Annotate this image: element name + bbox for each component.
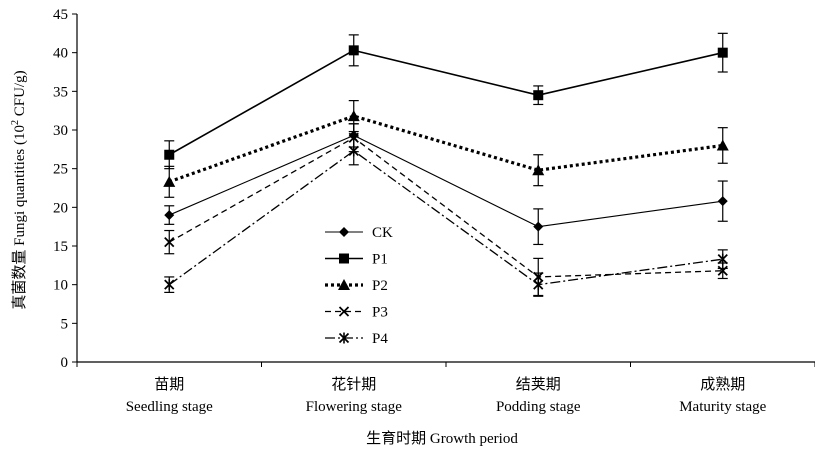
data-point-p4 <box>348 145 359 157</box>
series-line-p4 <box>168 150 723 286</box>
y-tick-label: 5 <box>61 316 69 332</box>
legend-marker-p3 <box>338 306 350 317</box>
y-axis-title-exponent: 2 <box>10 120 21 125</box>
x-category-label-en: Podding stage <box>496 399 581 415</box>
x-category-label-en: Maturity stage <box>679 399 766 415</box>
legend-item-p4: P4 <box>325 331 388 347</box>
marker-square-shape <box>164 149 175 160</box>
data-point-p2 <box>163 175 176 187</box>
marker-x-stroke <box>533 271 544 283</box>
y-tick-label: 20 <box>53 200 68 216</box>
data-point-p4 <box>164 279 175 291</box>
data-point-p4 <box>717 253 728 265</box>
x-category-label-en: Flowering stage <box>306 399 403 415</box>
data-point-p4 <box>533 279 544 291</box>
legend-label-p2: P2 <box>372 278 388 294</box>
marker-square-shape <box>533 90 544 101</box>
series-line-p2 <box>168 114 723 184</box>
data-point-p2 <box>716 139 729 151</box>
marker-x-stroke <box>338 306 350 317</box>
x-category-label-cn: 结荚期 <box>516 376 561 393</box>
legend-marker-p4 <box>338 332 350 344</box>
axes: 0 5 10 15 20 25 30 35 40 45 苗期 Seedling stage 花针期 Flo… <box>53 7 815 415</box>
marker-triangle-shape <box>347 110 360 122</box>
y-tick-label: 10 <box>53 278 68 294</box>
marker-diamond-shape <box>339 227 349 237</box>
marker-diamond-shape <box>164 210 175 221</box>
marker-triangle-shape <box>338 279 350 290</box>
y-tick-label: 30 <box>53 123 68 139</box>
marker-x-stroke <box>164 236 175 248</box>
x-category-label-cn: 成熟期 <box>700 376 745 393</box>
y-tick-label: 0 <box>61 355 69 371</box>
legend-label-p1: P1 <box>372 252 388 268</box>
data-point-p1 <box>348 45 359 56</box>
series-lines <box>163 45 729 291</box>
marker-square-shape <box>348 45 359 56</box>
data-point-p3 <box>533 271 544 283</box>
data-point-ck <box>348 130 359 141</box>
marker-x-stroke <box>717 265 728 276</box>
y-tick-label: 35 <box>53 84 68 100</box>
data-point-ck <box>533 221 544 232</box>
y-axis-title-main: 真菌数量 Fungi quantities (10 <box>10 125 28 310</box>
x-category-label-cn: 苗期 <box>154 376 184 393</box>
legend-marker-p2 <box>338 279 350 290</box>
y-tick-label: 45 <box>53 7 68 23</box>
marker-diamond-shape <box>533 221 544 232</box>
legend: CK P1 P2 P3 P4 <box>325 225 393 347</box>
y-axis-title: 真菌数量 Fungi quantities (102 CFU/g) <box>10 70 28 309</box>
y-axis-title-unit: CFU/g) <box>12 70 28 120</box>
marker-square-shape <box>717 47 728 58</box>
marker-x-stroke <box>348 132 359 143</box>
legend-item-p1: P1 <box>325 252 388 268</box>
marker-diamond-shape <box>348 130 359 141</box>
legend-label-ck: CK <box>372 225 393 241</box>
marker-square-shape <box>339 253 349 264</box>
legend-label-p4: P4 <box>372 331 388 347</box>
data-point-p2 <box>347 110 360 122</box>
legend-item-ck: CK <box>325 225 393 241</box>
marker-triangle-shape <box>716 139 729 151</box>
data-point-p1 <box>533 90 544 101</box>
legend-label-p3: P3 <box>372 305 388 321</box>
marker-diamond-shape <box>717 196 728 207</box>
series-line-ck <box>169 134 723 228</box>
data-point-ck <box>164 210 175 221</box>
data-point-p3 <box>348 132 359 143</box>
legend-marker-ck <box>339 227 349 237</box>
x-category-label-en: Seedling stage <box>126 399 213 415</box>
x-category-label-cn: 花针期 <box>331 376 376 393</box>
y-tick-label: 15 <box>53 239 68 255</box>
marker-triangle-shape <box>532 164 545 176</box>
data-point-p2 <box>532 164 545 176</box>
y-tick-label: 40 <box>53 46 68 62</box>
data-point-p3 <box>164 236 175 248</box>
data-point-p1 <box>164 149 175 160</box>
data-point-p3 <box>717 265 728 276</box>
data-point-ck <box>717 196 728 207</box>
data-point-p1 <box>717 47 728 58</box>
legend-item-p2: P2 <box>325 278 388 294</box>
legend-marker-p1 <box>339 253 349 264</box>
y-tick-label: 25 <box>53 162 68 178</box>
series-line-p1 <box>168 49 723 156</box>
marker-triangle-shape <box>163 175 176 187</box>
x-axis-title: 生育时期 Growth period <box>366 430 518 447</box>
legend-item-p3: P3 <box>325 305 388 321</box>
series-line-p3 <box>168 137 723 278</box>
